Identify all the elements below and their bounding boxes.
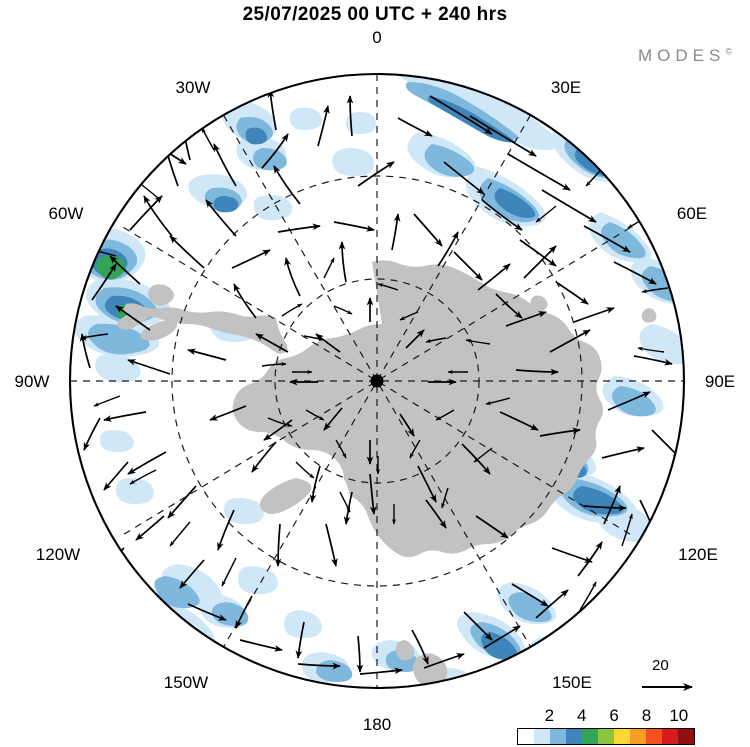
colorbar-ticks: 2 4 6 8 10 — [517, 706, 695, 728]
antarctica-continent — [232, 260, 603, 557]
globe-outline — [68, 72, 686, 690]
lon-label-150e: 150E — [552, 673, 592, 692]
antarctic-peninsula — [122, 303, 288, 354]
land-speck-c — [395, 640, 415, 661]
colorbar-swatch-6 — [614, 729, 630, 744]
lon-label-60w: 60W — [48, 204, 84, 223]
colorbar[interactable] — [517, 728, 695, 745]
colorbar-swatch-2 — [550, 729, 566, 744]
landmass-group — [117, 260, 657, 688]
page-title: 25/07/2025 00 UTC + 240 hrs — [242, 4, 508, 25]
land-south-america-tip — [148, 284, 174, 306]
lon-label-180: 180 — [362, 715, 392, 734]
lon-label-150w: 150W — [163, 673, 209, 692]
land-speck-b — [641, 308, 657, 323]
lon-label-30w: 30W — [175, 78, 211, 97]
peninsula-tip — [117, 310, 151, 330]
graticule-longitudes — [70, 74, 684, 688]
south-pole-marker — [370, 374, 384, 388]
lon-label-60e: 60E — [676, 204, 708, 223]
colorbar-swatch-9 — [662, 729, 678, 744]
wind-scale-arrow-icon — [642, 683, 694, 691]
modes-logo: MODES© — [638, 46, 732, 66]
meridian-30e-150w — [222, 114, 532, 648]
colorbar-tick-6: 6 — [609, 706, 619, 725]
colorbar-swatch-1 — [534, 729, 550, 744]
colorbar-swatch-0 — [518, 729, 534, 744]
ross-cut — [314, 468, 349, 510]
wind-vector-scale: 20 — [640, 657, 720, 697]
colorbar-tick-4: 4 — [576, 706, 587, 725]
colorbar-swatch-8 — [646, 729, 662, 744]
peninsula-shelf — [140, 319, 178, 341]
lon-label-90e: 90E — [704, 372, 736, 391]
colorbar-tick-8: 8 — [641, 706, 652, 725]
colorbar-swatch-3 — [566, 729, 582, 744]
brand-text: MODES — [638, 46, 726, 65]
lon-label-120w: 120W — [35, 545, 81, 564]
copyright-icon: © — [725, 46, 732, 57]
colorbar-swatch-4 — [582, 729, 598, 744]
colorbar-tick-10: 10 — [669, 706, 689, 725]
lon-label-30e: 30E — [550, 78, 582, 97]
meridian-30w-150e — [222, 114, 532, 648]
wind-scale-label: 20 — [652, 657, 669, 674]
colorbar-swatch-7 — [630, 729, 646, 744]
lon-label-90w: 90W — [14, 372, 50, 391]
colorbar-swatch-10 — [678, 729, 694, 744]
colorbar-swatch-5 — [598, 729, 614, 744]
ross-ice-shelf — [260, 478, 312, 514]
lon-label-0: 0 — [372, 28, 382, 47]
map-content — [70, 74, 684, 688]
land-speck-a — [530, 295, 548, 312]
colorbar-tick-2: 2 — [544, 706, 555, 725]
land-tasmania — [566, 633, 595, 661]
lon-label-120e: 120E — [678, 545, 718, 564]
